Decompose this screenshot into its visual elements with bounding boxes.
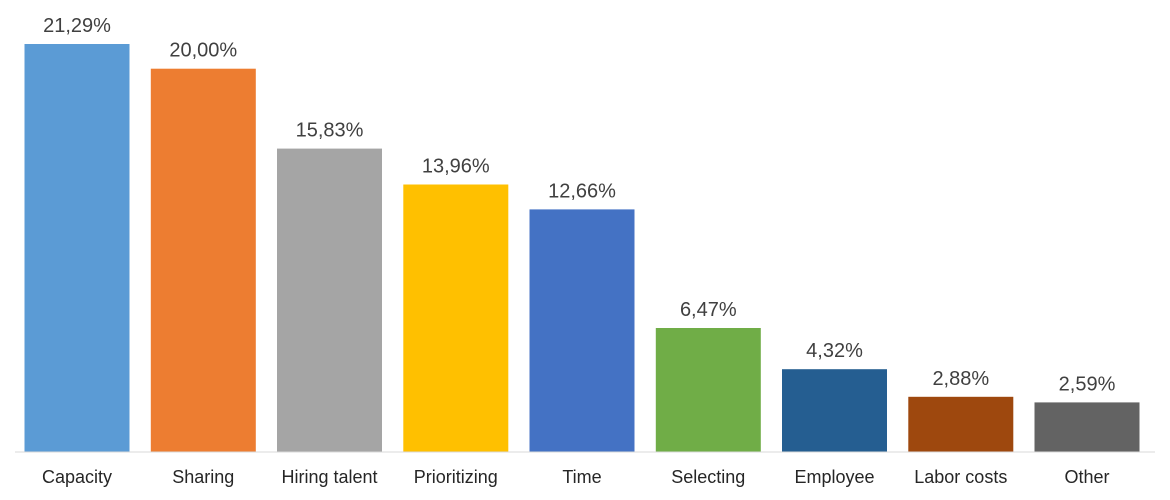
data-label: 21,29% (43, 15, 111, 37)
data-label: 6,47% (680, 299, 737, 321)
data-label: 20,00% (169, 40, 237, 62)
bar-time (529, 209, 635, 452)
data-label: 13,96% (422, 156, 490, 178)
bars-layer (24, 44, 1140, 452)
data-label: 15,83% (296, 120, 364, 142)
x-tick-label: Hiring talent (281, 467, 377, 487)
x-tick-label: Selecting (671, 467, 745, 487)
data-label: 4,32% (806, 340, 863, 362)
bar-employee (782, 369, 887, 452)
bar-capacity (24, 44, 130, 452)
bar-hiring-talent (277, 148, 382, 452)
bar-sharing (150, 68, 256, 452)
x-tick-label: Capacity (42, 467, 112, 487)
data-label: 2,88% (932, 368, 989, 390)
bar-selecting (655, 328, 761, 452)
bar-other (1034, 402, 1140, 452)
x-tick-label: Prioritizing (414, 467, 498, 487)
x-tick-label: Labor costs (914, 467, 1007, 487)
x-tick-label: Employee (794, 467, 874, 487)
category-labels-layer: Capacity Sharing Hiring talent Prioritizing… (42, 467, 1110, 487)
bar-prioritizing (403, 184, 509, 452)
x-tick-label: Sharing (172, 467, 234, 487)
x-tick-label: Time (562, 467, 601, 487)
bar-labor-costs (908, 396, 1014, 452)
value-labels-layer: 21,29% 20,00% 15,83% 13,96% 12,66% 6,47% 4,32%… (43, 15, 1115, 395)
x-tick-label: Other (1064, 467, 1109, 487)
data-label: 12,66% (548, 180, 616, 202)
data-label: 2,59% (1059, 373, 1116, 395)
